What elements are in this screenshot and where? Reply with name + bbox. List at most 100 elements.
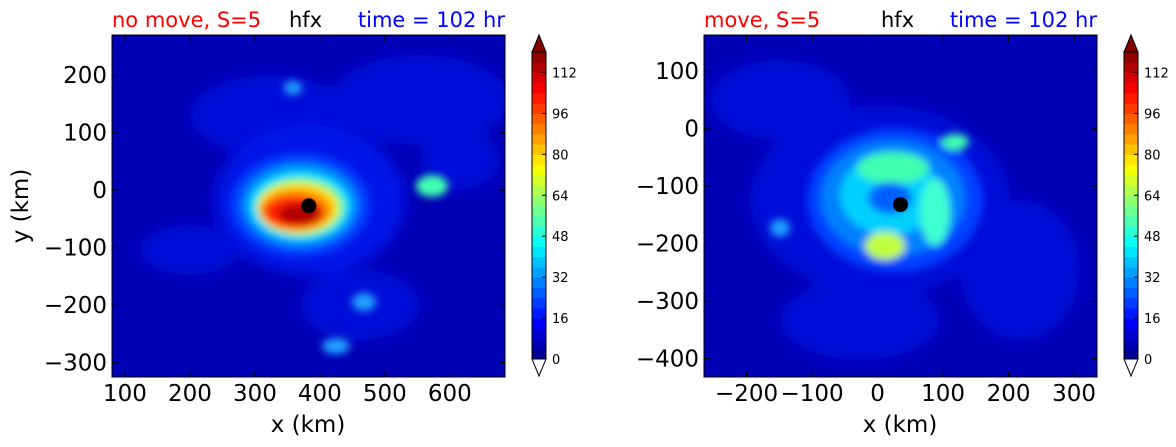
colorbar-segment bbox=[1124, 195, 1138, 207]
colorbar-tick-label: 16 bbox=[1144, 312, 1161, 327]
colorbar-segment bbox=[1124, 52, 1138, 63]
plot-frame-left bbox=[111, 34, 506, 378]
colorbar-segment bbox=[1124, 154, 1138, 166]
colorbar-frame bbox=[531, 51, 547, 360]
colorbar-segment bbox=[1124, 225, 1138, 237]
y-tick-label: −300 bbox=[44, 351, 107, 377]
colorbar-segment bbox=[1124, 133, 1138, 145]
colorbar-segment bbox=[532, 318, 546, 329]
colorbar-tick-label: 64 bbox=[552, 189, 569, 204]
colorbar-segment bbox=[1124, 92, 1138, 104]
colorbar-extend-max bbox=[531, 33, 547, 53]
colorbar-segment bbox=[1124, 246, 1138, 258]
colorbar-segment bbox=[532, 297, 546, 309]
colorbar-segment bbox=[532, 174, 546, 186]
colorbar-segment bbox=[532, 338, 546, 350]
colorbar-segment bbox=[1124, 297, 1138, 309]
heatmap-field-left bbox=[112, 35, 505, 377]
colorbar-segment bbox=[1124, 205, 1138, 217]
colorbar-segment bbox=[532, 215, 546, 227]
colorbar-segment bbox=[1124, 256, 1138, 268]
x-axis-label-right: x (km) bbox=[863, 412, 938, 438]
colorbar-segment bbox=[1124, 144, 1138, 155]
colorbar-segment bbox=[532, 266, 546, 278]
colorbar-segment bbox=[532, 205, 546, 217]
colorbar-segment bbox=[532, 185, 546, 196]
x-tick-label: 300 bbox=[233, 381, 277, 407]
x-tick-label: 600 bbox=[428, 381, 472, 407]
colorbar-segment bbox=[1124, 123, 1138, 135]
colorbar-segment bbox=[532, 133, 546, 145]
colorbar-segment bbox=[1124, 266, 1138, 278]
colorbar-tick-label: 48 bbox=[552, 230, 569, 245]
title-left-time: time = 102 hr bbox=[358, 8, 505, 32]
colorbar-segment bbox=[1124, 287, 1138, 299]
colorbar-segment bbox=[532, 287, 546, 299]
title-right-var: hfx bbox=[881, 8, 914, 32]
colorbar-segment bbox=[532, 113, 546, 125]
y-tick-label: 0 bbox=[92, 178, 107, 204]
colorbar-segment bbox=[532, 307, 546, 319]
colorbar-segment bbox=[532, 236, 546, 248]
colorbar-segment bbox=[1124, 82, 1138, 94]
colorbar-segment bbox=[1124, 185, 1138, 196]
colorbar-tick-label: 96 bbox=[552, 107, 569, 122]
colorbar-segment bbox=[1124, 72, 1138, 84]
colorbar-segment bbox=[532, 82, 546, 94]
colorbar-tick-label: 112 bbox=[552, 66, 577, 81]
colorbar-extend-min bbox=[531, 358, 547, 378]
plot-frame-right bbox=[703, 34, 1098, 378]
x-tick-label: 300 bbox=[1052, 381, 1096, 407]
colorbar-tick-label: 64 bbox=[1144, 189, 1161, 204]
colorbar-tick-label: 0 bbox=[1144, 353, 1152, 368]
colorbar-tick-label: 96 bbox=[1144, 107, 1161, 122]
colorbar-tick-label: 80 bbox=[1144, 148, 1161, 163]
x-tick-label: 100 bbox=[103, 381, 147, 407]
colorbar-segment bbox=[1124, 277, 1138, 288]
x-tick-label: −100 bbox=[780, 381, 843, 407]
colorbar-tick-label: 112 bbox=[1144, 66, 1169, 81]
colorbar-segment bbox=[1124, 236, 1138, 248]
title-left-var: hfx bbox=[289, 8, 322, 32]
colorbar-segment bbox=[532, 348, 546, 360]
colorbar-segment bbox=[532, 277, 546, 288]
colorbar-tick-label: 16 bbox=[552, 312, 569, 327]
colorbar-segment bbox=[532, 328, 546, 340]
colorbar-segment bbox=[1124, 318, 1138, 329]
x-tick-label: 500 bbox=[363, 381, 407, 407]
colorbar-segment bbox=[1124, 328, 1138, 340]
y-tick-label: 0 bbox=[684, 117, 699, 143]
colorbar-segment bbox=[532, 72, 546, 84]
y-tick-label: 200 bbox=[63, 63, 107, 89]
x-tick-label: 200 bbox=[168, 381, 212, 407]
x-tick-label: 0 bbox=[870, 381, 885, 407]
title-right-time: time = 102 hr bbox=[950, 8, 1097, 32]
colorbar-tick-label: 32 bbox=[1144, 271, 1161, 286]
colorbar-tick-label: 32 bbox=[552, 271, 569, 286]
panel-right: −200 −100 0 100 200 300 1000−100−200−300−400 … bbox=[636, 8, 1169, 438]
colorbar-segment bbox=[532, 256, 546, 268]
colorbar-tick-label: 0 bbox=[552, 353, 560, 368]
x-tick-label: 400 bbox=[298, 381, 342, 407]
y-tick-label: −100 bbox=[636, 174, 699, 200]
colorbar-segment bbox=[532, 195, 546, 207]
title-left-run: no move, S=5 bbox=[112, 8, 261, 32]
colorbar-segment bbox=[532, 52, 546, 63]
colorbar-extend-max bbox=[1123, 33, 1139, 53]
colorbar-segment bbox=[532, 144, 546, 155]
y-tick-label: −200 bbox=[44, 293, 107, 319]
x-tick-label: −200 bbox=[715, 381, 778, 407]
colorbar-segment bbox=[532, 164, 546, 176]
y-tick-label: −100 bbox=[44, 236, 107, 262]
y-tick-label: −200 bbox=[636, 232, 699, 258]
colorbar-segment bbox=[1124, 174, 1138, 186]
y-tick-label: 100 bbox=[63, 121, 107, 147]
colorbar-frame bbox=[1123, 51, 1139, 360]
colorbar-tick-label: 48 bbox=[1144, 230, 1161, 245]
colorbar-extend-min bbox=[1123, 358, 1139, 378]
colorbar-segment bbox=[1124, 215, 1138, 227]
colorbar-segment bbox=[1124, 348, 1138, 360]
colorbar-segment bbox=[1124, 307, 1138, 319]
x-tick-label: 100 bbox=[921, 381, 965, 407]
